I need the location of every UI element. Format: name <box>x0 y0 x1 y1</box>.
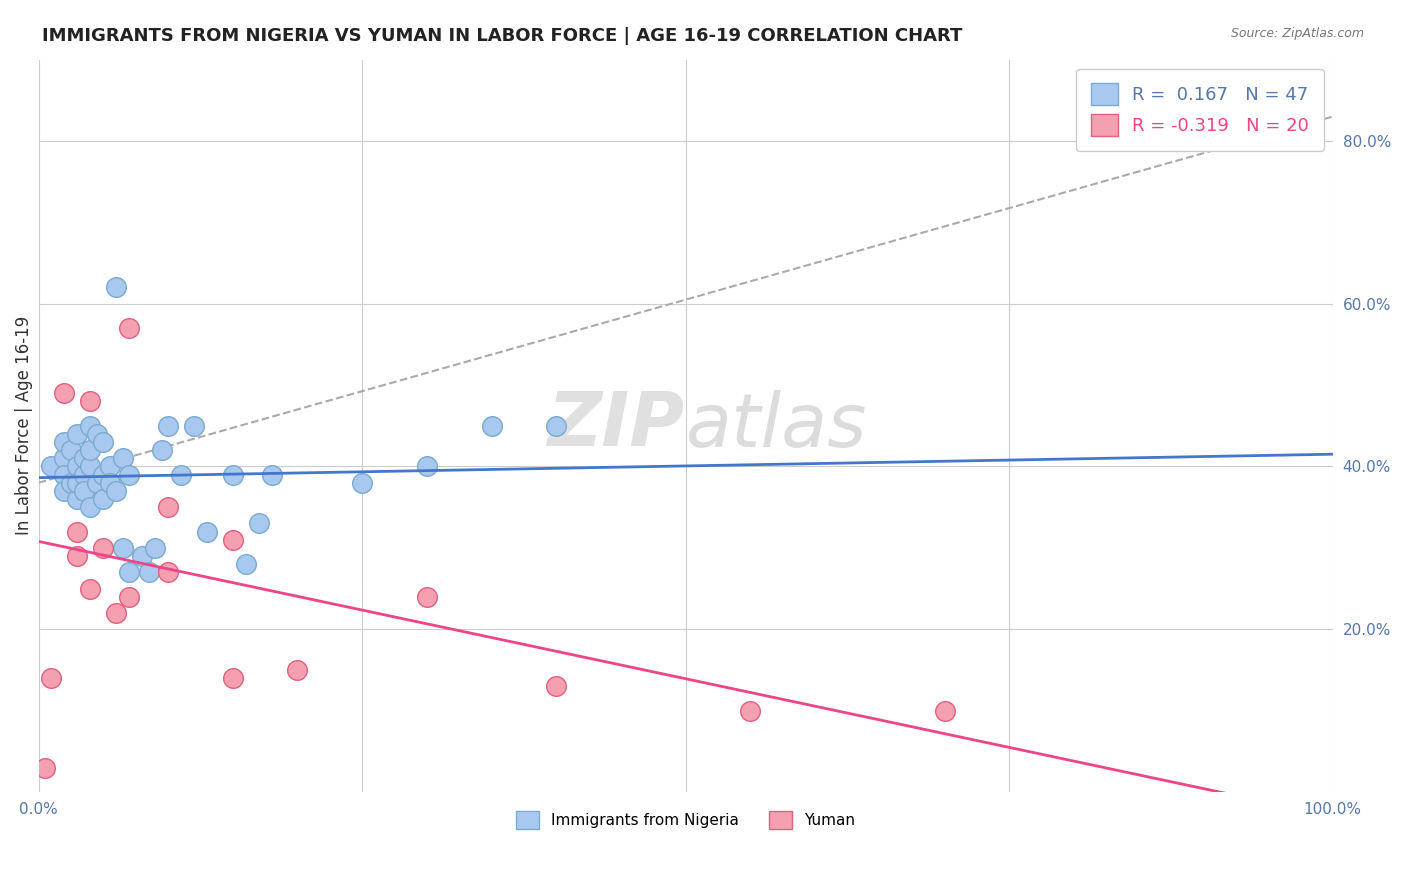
Point <box>86 426 108 441</box>
Point <box>79 500 101 515</box>
Point <box>118 321 141 335</box>
Point <box>221 533 243 547</box>
Point <box>247 516 270 531</box>
Point <box>53 435 76 450</box>
Point <box>150 443 173 458</box>
Point <box>53 451 76 466</box>
Point <box>416 590 439 604</box>
Point <box>98 459 121 474</box>
Point <box>416 459 439 474</box>
Point <box>131 549 153 563</box>
Point <box>34 760 56 774</box>
Point <box>138 566 160 580</box>
Point <box>91 491 114 506</box>
Point <box>170 467 193 482</box>
Point <box>105 483 128 498</box>
Point <box>195 524 218 539</box>
Point <box>156 418 179 433</box>
Point <box>91 435 114 450</box>
Point <box>111 451 134 466</box>
Point <box>66 549 89 563</box>
Point <box>66 459 89 474</box>
Point <box>79 459 101 474</box>
Point <box>98 475 121 490</box>
Point <box>79 394 101 409</box>
Point <box>105 280 128 294</box>
Point <box>546 679 568 693</box>
Point <box>156 500 179 515</box>
Point <box>66 491 89 506</box>
Point <box>53 386 76 401</box>
Point <box>66 426 89 441</box>
Point <box>105 606 128 620</box>
Point <box>66 475 89 490</box>
Point <box>59 475 82 490</box>
Point <box>91 467 114 482</box>
Point <box>66 524 89 539</box>
Point <box>73 483 96 498</box>
Text: atlas: atlas <box>686 390 868 462</box>
Point <box>740 704 762 718</box>
Point <box>118 566 141 580</box>
Point <box>41 459 63 474</box>
Point <box>934 704 956 718</box>
Point <box>91 541 114 555</box>
Point <box>53 467 76 482</box>
Point <box>86 475 108 490</box>
Point <box>79 418 101 433</box>
Point <box>287 663 309 677</box>
Point <box>221 467 243 482</box>
Text: ZIP: ZIP <box>548 389 686 462</box>
Point <box>53 483 76 498</box>
Point <box>73 467 96 482</box>
Text: Source: ZipAtlas.com: Source: ZipAtlas.com <box>1230 27 1364 40</box>
Point <box>111 541 134 555</box>
Point <box>59 443 82 458</box>
Point <box>143 541 166 555</box>
Point <box>73 451 96 466</box>
Point <box>79 582 101 596</box>
Point <box>235 557 257 571</box>
Point <box>41 671 63 685</box>
Point <box>481 418 503 433</box>
Point <box>546 418 568 433</box>
Point <box>79 443 101 458</box>
Point <box>183 418 205 433</box>
Point <box>118 467 141 482</box>
Y-axis label: In Labor Force | Age 16-19: In Labor Force | Age 16-19 <box>15 316 32 535</box>
Point <box>118 590 141 604</box>
Point <box>221 671 243 685</box>
Point <box>260 467 283 482</box>
Legend: Immigrants from Nigeria, Yuman: Immigrants from Nigeria, Yuman <box>510 805 862 836</box>
Point <box>156 566 179 580</box>
Point <box>352 475 374 490</box>
Text: IMMIGRANTS FROM NIGERIA VS YUMAN IN LABOR FORCE | AGE 16-19 CORRELATION CHART: IMMIGRANTS FROM NIGERIA VS YUMAN IN LABO… <box>42 27 963 45</box>
